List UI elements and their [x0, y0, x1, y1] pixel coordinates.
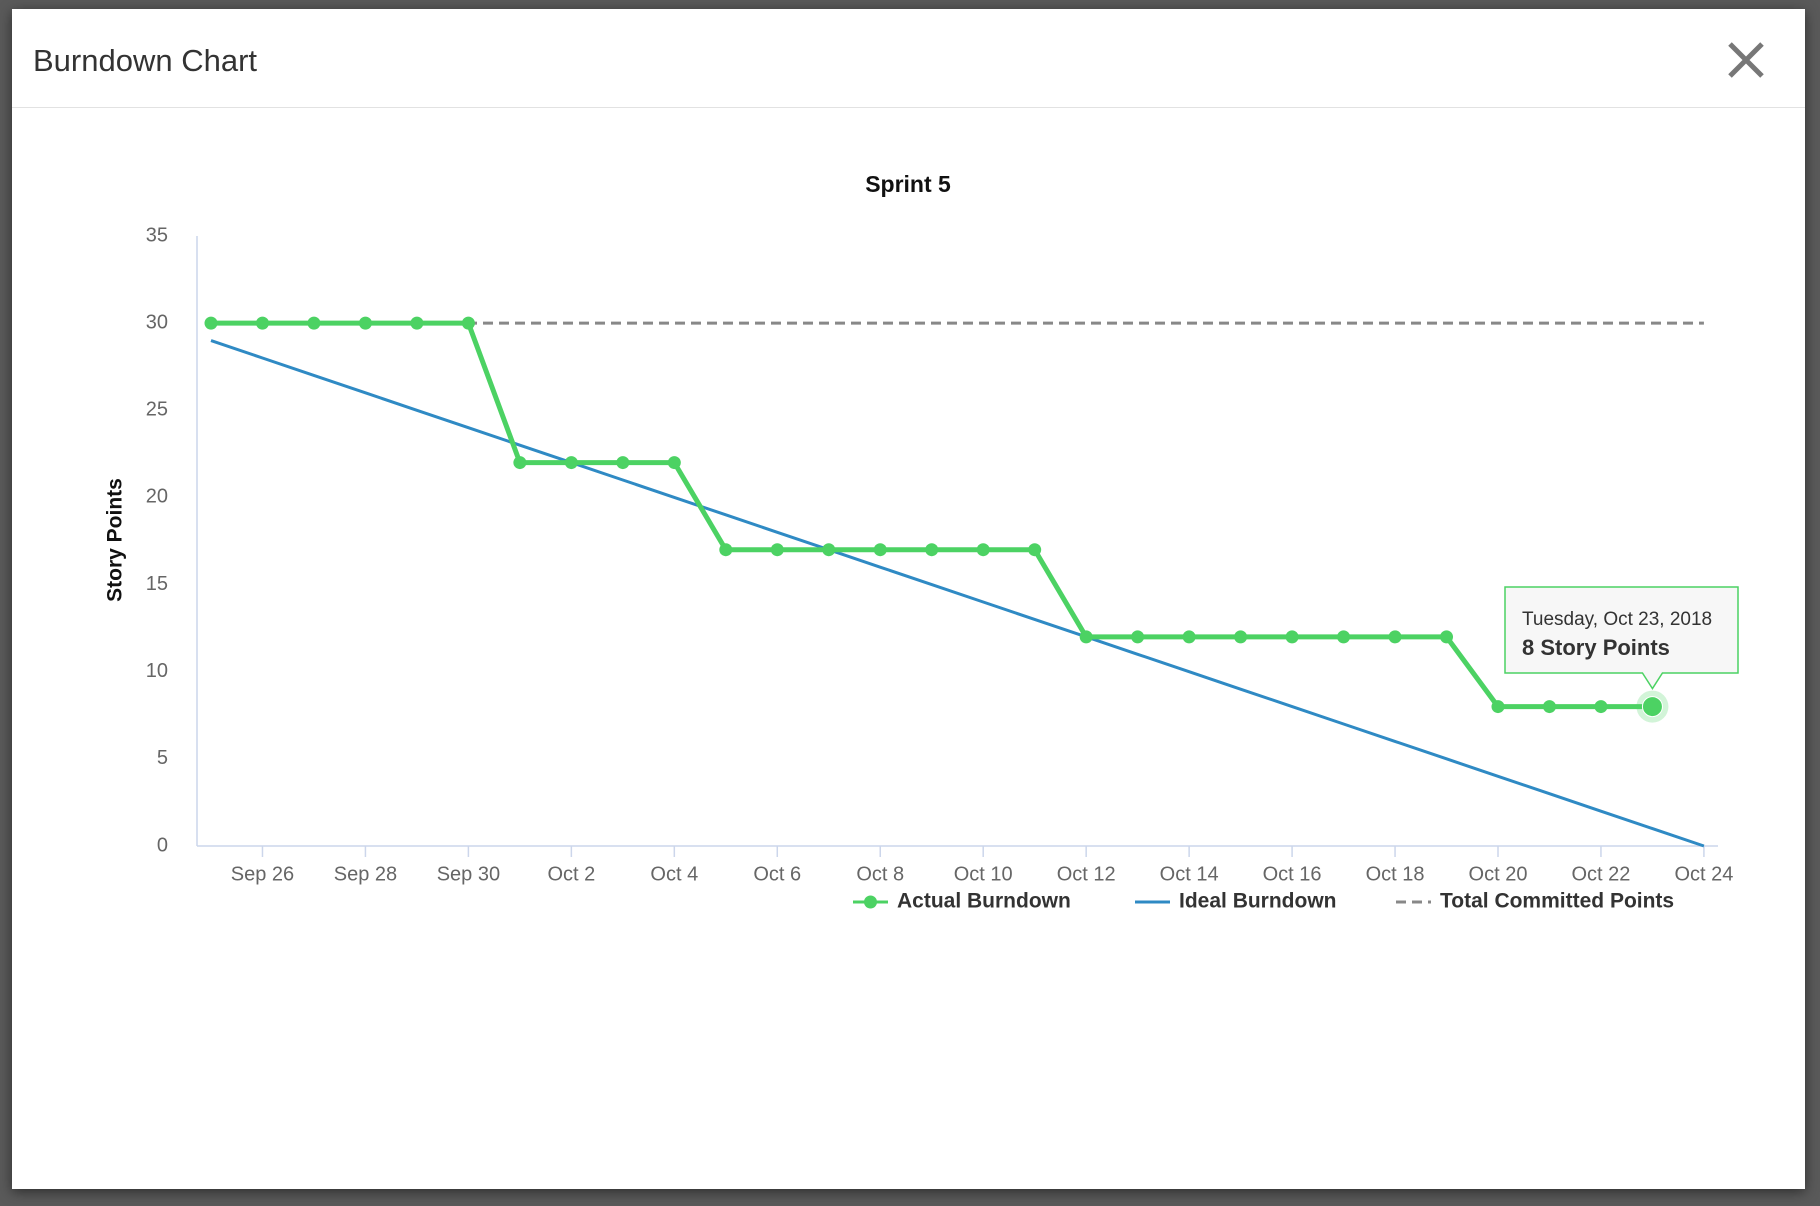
series-line: [211, 320, 1653, 710]
series-line: [210, 339, 1705, 848]
data-point: [461, 316, 475, 330]
y-tick-label: 15: [146, 573, 168, 595]
data-point: [616, 456, 630, 470]
data-point: [358, 316, 372, 330]
tooltip-text: 8 Story Points: [1522, 635, 1670, 660]
data-point: [1285, 630, 1299, 644]
close-icon[interactable]: [1728, 42, 1764, 78]
x-tick-label: Sep 30: [437, 863, 500, 885]
data-point: [822, 543, 836, 557]
tooltip-title: Tuesday, Oct 23, 2018: [1522, 609, 1712, 630]
data-point: [564, 456, 578, 470]
y-tick-label: 0: [157, 834, 168, 856]
x-tick-label: Sep 28: [334, 863, 397, 885]
data-point: [204, 316, 218, 330]
data-point: [1028, 543, 1042, 557]
highlighted-point: [1641, 696, 1663, 718]
data-point: [976, 543, 990, 557]
x-tick-label: Oct 2: [547, 863, 595, 885]
data-point: [770, 543, 784, 557]
x-tick-label: Oct 14: [1160, 863, 1219, 885]
y-axis-label: Story Points: [104, 478, 127, 602]
y-tick-label: 5: [157, 747, 168, 769]
data-point: [1388, 630, 1402, 644]
data-point: [1594, 700, 1608, 714]
tooltip: Tuesday, Oct 23, 2018 8 Story Points: [1504, 586, 1739, 690]
modal-title: Burndown Chart: [33, 43, 258, 78]
data-point: [873, 543, 887, 557]
x-tick-label: Sep 26: [231, 863, 294, 885]
data-point: [719, 543, 733, 557]
data-point: [1440, 630, 1454, 644]
data-point: [925, 543, 939, 557]
legend-label: Total Committed Points: [1440, 890, 1674, 913]
modal-header: Burndown Chart: [12, 9, 1805, 108]
y-tick-label: 30: [146, 311, 168, 333]
data-point: [1542, 700, 1556, 714]
data-point: [667, 456, 681, 470]
data-point: [410, 316, 424, 330]
x-tick-label: Oct 12: [1057, 863, 1116, 885]
x-tick-label: Oct 22: [1571, 863, 1630, 885]
data-point: [1234, 630, 1248, 644]
data-point: [513, 456, 527, 470]
legend-label: Actual Burndown: [897, 890, 1071, 913]
legend-marker: [864, 895, 877, 909]
legend-label: Ideal Burndown: [1179, 890, 1337, 913]
data-point: [1337, 630, 1351, 644]
data-point: [1491, 700, 1505, 714]
data-point: [255, 316, 269, 330]
data-point: [307, 316, 321, 330]
x-tick-label: Oct 18: [1366, 863, 1425, 885]
data-point: [1182, 630, 1196, 644]
x-tick-label: Oct 8: [856, 863, 904, 885]
x-tick-label: Oct 6: [753, 863, 801, 885]
x-tick-label: Oct 20: [1469, 863, 1528, 885]
tooltip-box: [1504, 586, 1739, 690]
y-tick-label: 10: [146, 660, 168, 682]
x-tick-label: Oct 24: [1674, 863, 1733, 885]
x-tick-label: Oct 10: [954, 863, 1013, 885]
y-tick-label: 35: [146, 224, 168, 246]
data-point: [1131, 630, 1145, 644]
x-tick-label: Oct 4: [650, 863, 698, 885]
close-button[interactable]: [1727, 41, 1765, 79]
x-tick-label: Oct 16: [1263, 863, 1322, 885]
data-point: [1079, 630, 1093, 644]
chart-title: Sprint 5: [865, 171, 951, 197]
y-tick-label: 20: [146, 486, 168, 508]
y-tick-label: 25: [146, 399, 168, 421]
